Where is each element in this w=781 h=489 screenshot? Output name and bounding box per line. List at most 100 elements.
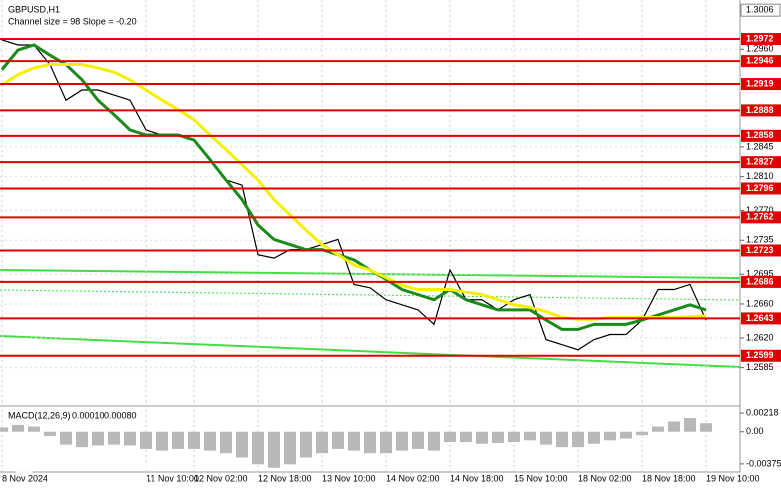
macd-bar [300, 431, 312, 458]
macd-bar [12, 424, 24, 432]
level-label-box [741, 55, 781, 68]
macd-bar [188, 431, 200, 449]
level-label-box [741, 156, 781, 169]
macd-bar [316, 431, 328, 454]
level-label: 1.2972 [746, 33, 774, 43]
level-label-box [741, 244, 781, 257]
brand: instaforex [44, 441, 165, 472]
y-tick-label: 1.2620 [746, 332, 774, 342]
macd-bar [332, 431, 344, 449]
macd-bar [380, 431, 392, 454]
macd-bar [444, 431, 456, 443]
macd-bar [572, 431, 584, 448]
x-tick-label: 11 Nov 10:00 [146, 473, 199, 483]
macd-bar [508, 431, 520, 443]
y-tick-label: 1.2770 [746, 205, 774, 215]
channel-mid-line [0, 289, 741, 301]
y-tick-label: 0.00218 [746, 407, 779, 417]
macd-readout: 0.00080 [104, 410, 137, 420]
macd-bar [28, 426, 40, 432]
macd-bar [252, 431, 264, 465]
macd-bar [364, 431, 376, 454]
macd-bar [492, 431, 504, 443]
macd-readout: 0.00010 [72, 410, 105, 420]
macd-bar [156, 431, 168, 451]
macd-bar [428, 431, 440, 451]
macd-bar [524, 431, 536, 441]
macd-bar [540, 431, 552, 445]
x-tick-label: 14 Nov 02:00 [386, 473, 440, 483]
macd-bar [556, 431, 568, 448]
level-label: 1.2599 [746, 350, 774, 360]
macd-bar [172, 431, 184, 449]
trend-line [0, 335, 741, 368]
macd-bar [620, 431, 632, 439]
macd-bar [604, 431, 616, 441]
y-tick-label: 1.2735 [746, 235, 774, 245]
y-tick-label: 1.2845 [746, 141, 774, 151]
macd-bar [140, 431, 152, 449]
y-tick-label: -0.00375 [746, 458, 781, 468]
level-label: 1.2762 [746, 212, 774, 222]
macd-bar [460, 431, 472, 443]
level-label: 1.2643 [746, 313, 774, 323]
macd-bar [124, 431, 136, 446]
chart-subtitle: Channel size = 98 Slope = -0.20 [8, 16, 137, 26]
level-label: 1.2919 [746, 78, 774, 88]
macd-bar [636, 431, 648, 436]
macd-bar [588, 431, 600, 444]
macd-bar [0, 427, 8, 432]
x-tick-label: 18 Nov 18:00 [642, 473, 696, 483]
macd-bar [476, 431, 488, 444]
macd-bar [652, 426, 664, 432]
x-tick-label: 8 Nov 2024 [2, 473, 48, 483]
macd-bar [220, 431, 232, 454]
price-box-label: 1.3006 [746, 5, 774, 15]
level-label: 1.2827 [746, 157, 774, 167]
macd-bar [396, 431, 408, 451]
level-label: 1.2946 [746, 56, 774, 66]
macd-bar [412, 431, 424, 449]
macd-bar [204, 431, 216, 451]
y-tick-label: 0.00 [746, 426, 764, 436]
level-label-box [741, 349, 781, 362]
macd-bar [76, 431, 88, 448]
macd-bar [108, 431, 120, 445]
level-label-box [741, 182, 781, 195]
x-tick-label: 12 Nov 18:00 [258, 473, 312, 483]
price-line [1, 39, 707, 351]
macd-bar [700, 423, 712, 432]
macd-bar [236, 431, 248, 458]
level-label: 1.2723 [746, 245, 774, 255]
y-tick-label: 1.2960 [746, 44, 774, 54]
level-label-box [741, 129, 781, 142]
macd-bar [684, 418, 696, 432]
macd-bar [92, 431, 104, 446]
y-tick-label: 1.2660 [746, 298, 774, 308]
macd-bar [268, 431, 280, 468]
level-label: 1.2888 [746, 105, 774, 115]
x-tick-label: 12 Nov 02:00 [194, 473, 248, 483]
macd-bar [668, 421, 680, 432]
macd-bar [348, 431, 360, 451]
chart-title: GBPUSD,H1 [8, 4, 60, 14]
x-tick-label: 19 Nov 10:00 [706, 473, 760, 483]
macd-bar [60, 431, 72, 445]
x-tick-label: 18 Nov 02:00 [578, 473, 632, 483]
logo-icon [10, 447, 38, 475]
price-box [740, 3, 781, 17]
level-label: 1.2858 [746, 130, 774, 140]
level-label-box [741, 275, 781, 288]
y-tick-label: 1.2695 [746, 269, 774, 279]
x-tick-label: 14 Nov 18:00 [450, 473, 504, 483]
level-label-box [741, 104, 781, 117]
macd-bar [284, 431, 296, 465]
level-label-box [741, 312, 781, 325]
x-tick-label: 15 Nov 10:00 [514, 473, 568, 483]
y-tick-label: 1.2810 [746, 171, 774, 181]
level-label: 1.2796 [746, 183, 774, 193]
price-line [0, 43, 707, 331]
level-label: 1.2686 [746, 276, 774, 286]
level-label-box [741, 211, 781, 224]
